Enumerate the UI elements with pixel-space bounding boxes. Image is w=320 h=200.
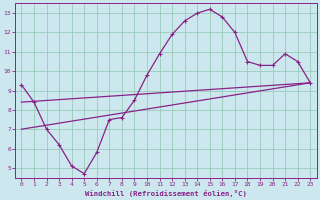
X-axis label: Windchill (Refroidissement éolien,°C): Windchill (Refroidissement éolien,°C) — [85, 190, 247, 197]
